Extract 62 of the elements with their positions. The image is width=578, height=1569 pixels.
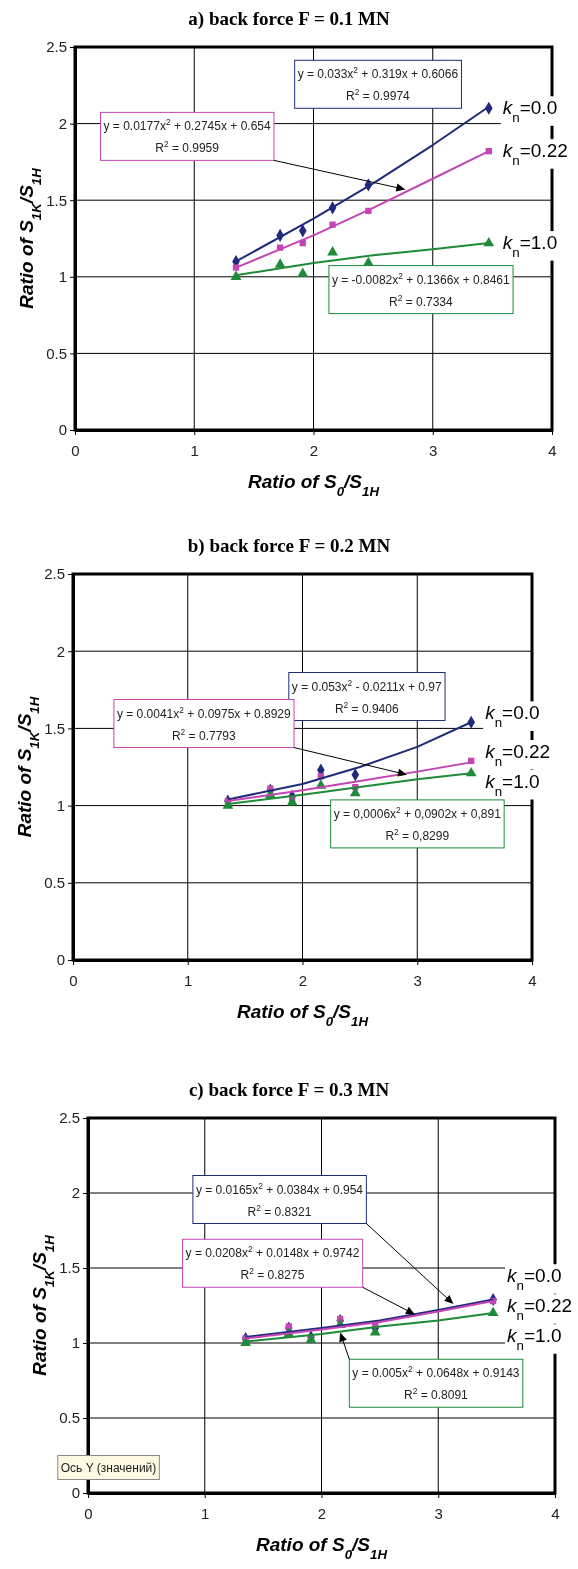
series-label: k$_{n}$=1.0 <box>507 1325 562 1353</box>
x-tick-label: 4 <box>528 972 537 989</box>
annotation: y = 0.0208x$^{2}$ + 0.0148x + 0.9742 R$^{2}$ = 0.8275 <box>185 1244 360 1283</box>
x-axis-title: Ratio of S$_{0}$/S$_{1H}$ <box>247 471 380 499</box>
series-label: k$_{n}$=0.0 <box>485 702 540 730</box>
series-label: k$_{n}$=1.0 <box>502 232 558 260</box>
x-tick-label: 1 <box>184 972 193 989</box>
x-tick-label: 2 <box>317 1505 327 1522</box>
chart-title: a) back force F = 0.1 MN <box>188 8 390 30</box>
y-tick-label: 0 <box>56 951 65 969</box>
series-label: k$_{n}$=1.0 <box>485 771 540 799</box>
chart-title: b) back force F = 0.2 MN <box>187 535 391 557</box>
y-tick-label: 1 <box>71 1334 80 1352</box>
x-axis-title: Ratio of S$_{0}$/S$_{1H}$ <box>236 1001 369 1029</box>
x-tick-label: 0 <box>84 1505 93 1522</box>
x-tick-label: 4 <box>548 442 557 459</box>
series-label: k$_{n}$=0.22 <box>502 140 568 168</box>
point <box>297 267 309 277</box>
y-tick-label: 1 <box>58 268 67 286</box>
series-label: k$_{n}$=0.0 <box>502 97 558 125</box>
annotation: y = 0.005x$^{2}$ + 0.0648x + 0.9143 R$^{2}$ = 0.8091 <box>352 1364 520 1403</box>
y-tick-label: 1.5 <box>59 1259 80 1277</box>
x-tick-label: 2 <box>298 972 308 989</box>
y-tick-label: 1.5 <box>44 719 65 737</box>
series-label: k$_{n}$=0.22 <box>507 1295 573 1323</box>
y-tick-label: 0 <box>58 421 67 439</box>
y-tick-label: 0.5 <box>44 874 65 892</box>
x-tick-label: 3 <box>434 1505 443 1522</box>
annotation: y = 0.053x$^{2}$ - 0.0211x + 0.97 R$^{2}$ = 0.9406 <box>291 677 443 716</box>
x-tick-label: 3 <box>429 442 438 459</box>
y-tick-label: 2 <box>56 642 65 660</box>
y-tick-label: 2 <box>71 1184 80 1202</box>
annotation: y = 0.0177x$^{2}$ + 0.2745x + 0.654 R$^{2}$ = 0.9959 <box>103 117 271 156</box>
annotation: y = -0.0082x$^{2}$ + 0.1366x + 0.8461 R$^{2}$ = 0.7334 <box>331 270 511 309</box>
x-tick-label: 3 <box>413 972 422 989</box>
annotation: y = 0.0165x$^{2}$ + 0.0384x + 0.954 R$^{2}$ = 0.8321 <box>195 1180 364 1219</box>
y-tick-label: 0 <box>71 1484 80 1502</box>
chart-title: c) back force F = 0.3 MN <box>188 1079 390 1101</box>
x-tick-label: 1 <box>190 442 199 459</box>
x-axis-title: Ratio of S$_{0}$/S$_{1H}$ <box>255 1534 388 1562</box>
point <box>230 270 242 280</box>
y-tick-label: 2.5 <box>59 1109 80 1127</box>
point <box>222 799 234 809</box>
series-label: k$_{n}$=0.0 <box>507 1265 562 1293</box>
annotation: y = 0.0041x$^{2}$ + 0.0975x + 0.8929 R$^{2}$ = 0.7793 <box>116 704 292 743</box>
y-tick-label: 0.5 <box>46 344 67 362</box>
x-tick-label: 1 <box>201 1505 210 1522</box>
series-label: k$_{n}$=0.22 <box>485 741 551 769</box>
y-tick-label: 1 <box>56 796 65 814</box>
y-tick-label: 2 <box>58 114 67 132</box>
y-tick-label: 0.5 <box>59 1409 80 1427</box>
x-tick-label: 4 <box>551 1505 560 1522</box>
y-tick-label: 2.5 <box>46 38 67 56</box>
annotation: Ось Y (значений) <box>60 1460 157 1475</box>
y-tick-label: 2.5 <box>44 565 65 583</box>
annotation: y = 0.033x$^{2}$ + 0.319x + 0.6066 R$^{2}$ = 0.9974 <box>297 65 459 104</box>
x-tick-label: 2 <box>309 442 319 459</box>
y-tick-label: 1.5 <box>46 191 67 209</box>
point <box>285 1323 292 1330</box>
annotation: y = 0,0006x$^{2}$ + 0,0902x + 0,891 R$^{2}$ = 0,8299 <box>333 804 502 843</box>
point <box>327 246 338 256</box>
point <box>274 258 286 268</box>
